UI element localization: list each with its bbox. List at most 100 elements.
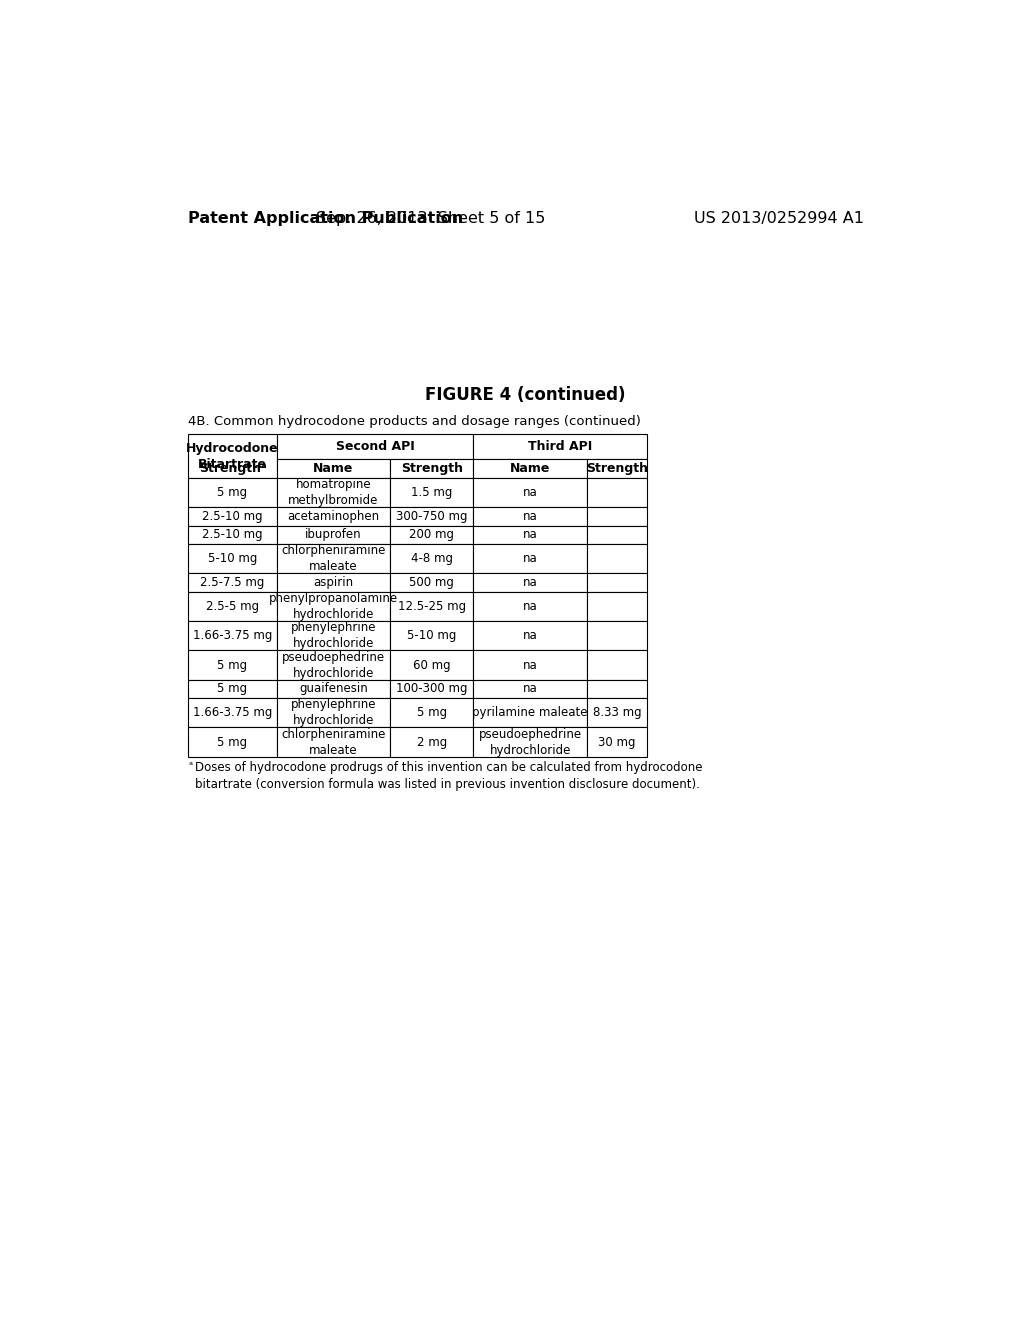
Text: 2.5-10 mg: 2.5-10 mg xyxy=(203,510,263,523)
Bar xyxy=(473,651,587,680)
Bar xyxy=(587,622,647,651)
Text: 500 mg: 500 mg xyxy=(410,576,455,589)
Text: 5 mg: 5 mg xyxy=(217,659,248,672)
Bar xyxy=(276,507,390,525)
Bar xyxy=(473,459,587,478)
Text: pseudoephedrine
hydrochloride: pseudoephedrine hydrochloride xyxy=(282,651,385,680)
Text: na: na xyxy=(523,552,538,565)
Text: 300-750 mg: 300-750 mg xyxy=(396,510,468,523)
Text: Second API: Second API xyxy=(336,441,415,453)
Bar xyxy=(188,525,276,544)
Text: 2.5-10 mg: 2.5-10 mg xyxy=(203,528,263,541)
Text: 4B. Common hydrocodone products and dosage ranges (continued): 4B. Common hydrocodone products and dosa… xyxy=(188,416,641,428)
Bar xyxy=(188,680,276,698)
Text: 5 mg: 5 mg xyxy=(217,735,248,748)
Text: ᵃ: ᵃ xyxy=(188,762,193,771)
Text: Strength: Strength xyxy=(400,462,463,475)
Text: 5 mg: 5 mg xyxy=(217,486,248,499)
Bar xyxy=(473,573,587,591)
Text: 2.5-5 mg: 2.5-5 mg xyxy=(206,601,259,612)
Bar xyxy=(390,622,473,651)
Text: na: na xyxy=(523,630,538,643)
Bar xyxy=(390,459,473,478)
Bar xyxy=(587,680,647,698)
Bar xyxy=(390,651,473,680)
Bar xyxy=(276,544,390,573)
Text: Doses of hydrocodone prodrugs of this invention can be calculated from hydrocodo: Doses of hydrocodone prodrugs of this in… xyxy=(195,762,702,791)
Bar xyxy=(276,525,390,544)
Bar xyxy=(390,727,473,756)
Text: 5 mg: 5 mg xyxy=(217,682,248,696)
Bar xyxy=(276,478,390,507)
Text: 1.66-3.75 mg: 1.66-3.75 mg xyxy=(193,630,272,643)
Bar xyxy=(390,680,473,698)
Bar xyxy=(587,727,647,756)
Text: 1.5 mg: 1.5 mg xyxy=(412,486,453,499)
Bar xyxy=(188,434,276,478)
Bar xyxy=(587,478,647,507)
Bar xyxy=(276,727,390,756)
Text: pyrilamine maleate: pyrilamine maleate xyxy=(472,706,588,719)
Bar xyxy=(390,525,473,544)
Text: FIGURE 4 (continued): FIGURE 4 (continued) xyxy=(425,385,625,404)
Bar xyxy=(473,507,587,525)
Text: 5 mg: 5 mg xyxy=(417,706,446,719)
Bar xyxy=(276,459,390,478)
Text: 4-8 mg: 4-8 mg xyxy=(411,552,453,565)
Bar xyxy=(473,478,587,507)
Bar xyxy=(587,507,647,525)
Bar xyxy=(188,727,276,756)
Bar xyxy=(390,573,473,591)
Bar xyxy=(276,434,473,459)
Text: Patent Application Publication: Patent Application Publication xyxy=(188,211,464,226)
Bar xyxy=(276,680,390,698)
Bar xyxy=(587,651,647,680)
Text: 30 mg: 30 mg xyxy=(598,735,636,748)
Bar xyxy=(188,507,276,525)
Bar xyxy=(473,698,587,727)
Bar xyxy=(188,478,276,507)
Text: phenylephrine
hydrochloride: phenylephrine hydrochloride xyxy=(291,698,376,727)
Bar xyxy=(276,698,390,727)
Bar xyxy=(473,680,587,698)
Bar xyxy=(188,698,276,727)
Bar xyxy=(473,544,587,573)
Text: pseudoephedrine
hydrochloride: pseudoephedrine hydrochloride xyxy=(478,727,582,756)
Text: Strengthᵃ: Strengthᵃ xyxy=(199,462,266,475)
Text: na: na xyxy=(523,682,538,696)
Text: homatropine
methylbromide: homatropine methylbromide xyxy=(289,478,379,507)
Text: phenylephrine
hydrochloride: phenylephrine hydrochloride xyxy=(291,622,376,651)
Text: na: na xyxy=(523,486,538,499)
Text: Hydrocodone
Bitartrate: Hydrocodone Bitartrate xyxy=(186,441,279,470)
Text: guaifenesin: guaifenesin xyxy=(299,682,368,696)
Text: acetaminophen: acetaminophen xyxy=(288,510,380,523)
Bar xyxy=(473,622,587,651)
Text: phenylpropanolamine
hydrochloride: phenylpropanolamine hydrochloride xyxy=(269,593,398,620)
Text: na: na xyxy=(523,601,538,612)
Text: 200 mg: 200 mg xyxy=(410,528,455,541)
Text: US 2013/0252994 A1: US 2013/0252994 A1 xyxy=(694,211,864,226)
Bar xyxy=(188,544,276,573)
Bar xyxy=(276,622,390,651)
Text: 5-10 mg: 5-10 mg xyxy=(208,552,257,565)
Bar xyxy=(188,622,276,651)
Bar xyxy=(188,651,276,680)
Text: Name: Name xyxy=(510,462,551,475)
Bar xyxy=(473,525,587,544)
Text: 2.5-7.5 mg: 2.5-7.5 mg xyxy=(201,576,265,589)
Bar xyxy=(390,698,473,727)
Bar xyxy=(390,507,473,525)
Bar xyxy=(473,727,587,756)
Bar xyxy=(473,591,587,622)
Bar xyxy=(587,698,647,727)
Text: Sep. 26, 2013  Sheet 5 of 15: Sep. 26, 2013 Sheet 5 of 15 xyxy=(315,211,545,226)
Bar xyxy=(587,459,647,478)
Bar xyxy=(276,591,390,622)
Bar xyxy=(390,478,473,507)
Bar xyxy=(276,651,390,680)
Text: ibuprofen: ibuprofen xyxy=(305,528,361,541)
Bar xyxy=(587,544,647,573)
Bar xyxy=(587,573,647,591)
Text: 8.33 mg: 8.33 mg xyxy=(593,706,641,719)
Text: na: na xyxy=(523,576,538,589)
